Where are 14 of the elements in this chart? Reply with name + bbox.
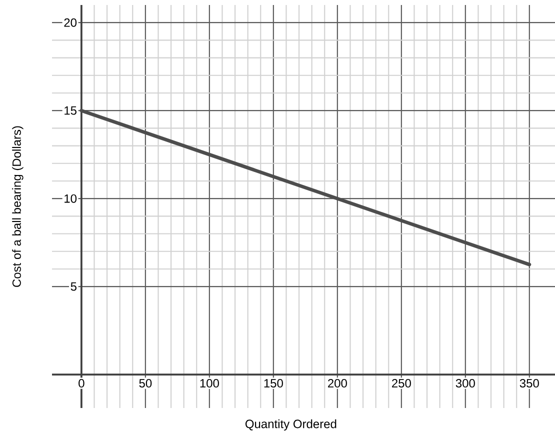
x-tick-label: 150 (264, 379, 283, 388)
x-tick-label: 350 (520, 379, 539, 388)
y-tick-label: 10 (64, 194, 77, 203)
x-tick-label: 250 (392, 379, 411, 388)
y-tick-label: 5 (70, 282, 76, 291)
y-tick-label: 15 (64, 106, 76, 115)
x-tick-label: 0 (78, 379, 84, 388)
x-tick-label: 50 (139, 379, 152, 388)
x-tick-label: 300 (456, 379, 475, 388)
x-tick-label: 200 (328, 379, 347, 388)
x-tick-label: 100 (200, 379, 219, 388)
y-tick-label: 20 (64, 18, 77, 27)
y-axis-title: Cost of a ball bearing (Dollars) (12, 126, 24, 287)
x-axis-title: Quantity Ordered (245, 419, 336, 431)
